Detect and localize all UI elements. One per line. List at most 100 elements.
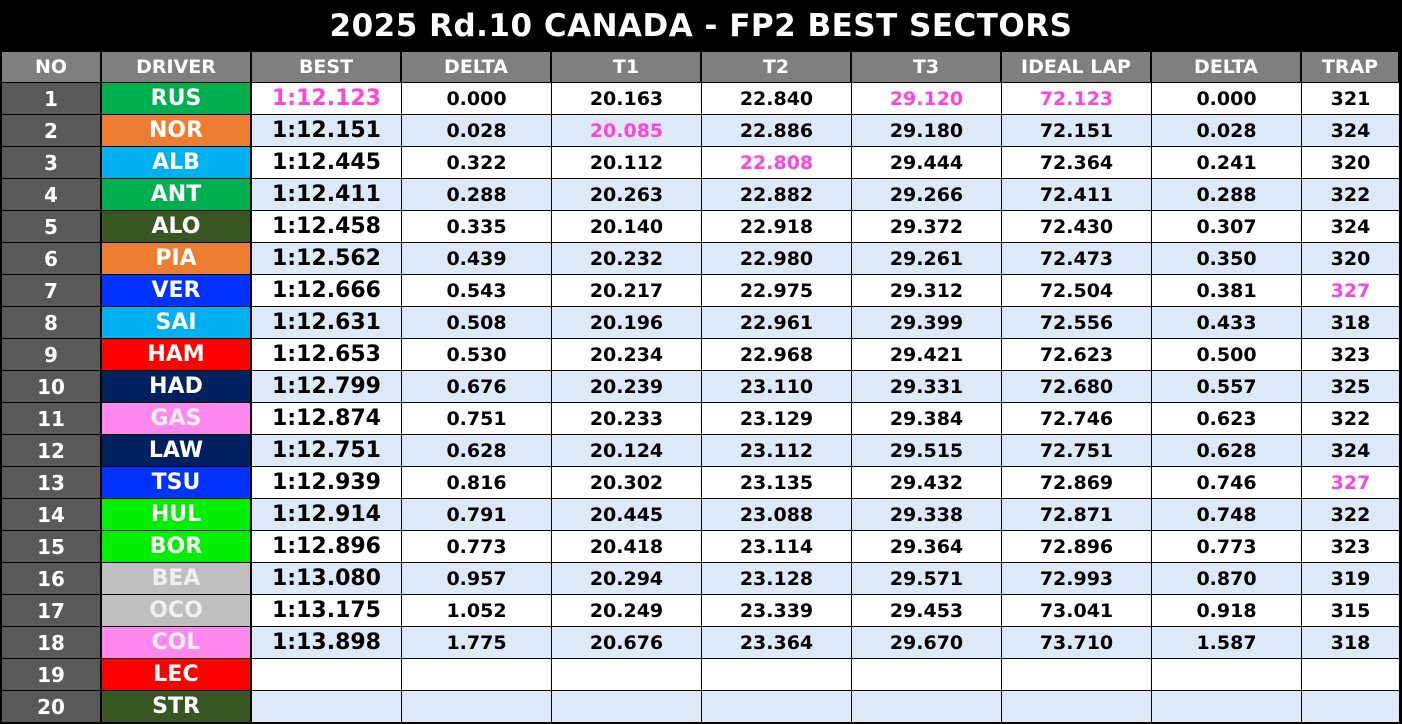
t3-cell: 29.266 bbox=[852, 179, 1002, 211]
delta-cell: 0.530 bbox=[402, 339, 552, 371]
t3-cell bbox=[852, 691, 1002, 723]
trap-cell bbox=[1302, 691, 1400, 723]
t3-cell: 29.120 bbox=[852, 83, 1002, 115]
driver-badge: ALB bbox=[102, 147, 252, 179]
trap-cell: 324 bbox=[1302, 435, 1400, 467]
row-number: 20 bbox=[2, 691, 102, 723]
row-number: 14 bbox=[2, 499, 102, 531]
t1-cell: 20.124 bbox=[552, 435, 702, 467]
driver-badge: ALO bbox=[102, 211, 252, 243]
t2-cell: 23.112 bbox=[702, 435, 852, 467]
row-number: 12 bbox=[2, 435, 102, 467]
ideal-lap-cell bbox=[1002, 691, 1152, 723]
trap-cell: 327 bbox=[1302, 467, 1400, 499]
ideal-delta-cell: 0.748 bbox=[1152, 499, 1302, 531]
trap-cell: 321 bbox=[1302, 83, 1400, 115]
ideal-delta-cell: 0.288 bbox=[1152, 179, 1302, 211]
t3-cell: 29.384 bbox=[852, 403, 1002, 435]
delta-cell: 0.322 bbox=[402, 147, 552, 179]
ideal-lap-cell: 72.869 bbox=[1002, 467, 1152, 499]
delta-cell: 0.791 bbox=[402, 499, 552, 531]
best-cell: 1:12.562 bbox=[252, 243, 402, 275]
ideal-lap-cell: 72.871 bbox=[1002, 499, 1152, 531]
best-cell bbox=[252, 659, 402, 691]
t1-cell: 20.140 bbox=[552, 211, 702, 243]
best-cell: 1:12.653 bbox=[252, 339, 402, 371]
row-number: 19 bbox=[2, 659, 102, 691]
trap-cell: 323 bbox=[1302, 531, 1400, 563]
trap-cell: 322 bbox=[1302, 179, 1400, 211]
ideal-delta-cell: 0.350 bbox=[1152, 243, 1302, 275]
column-header-driver: DRIVER bbox=[102, 52, 252, 82]
ideal-delta-cell: 0.381 bbox=[1152, 275, 1302, 307]
ideal-delta-cell: 0.500 bbox=[1152, 339, 1302, 371]
ideal-lap-cell: 72.623 bbox=[1002, 339, 1152, 371]
driver-badge: PIA bbox=[102, 243, 252, 275]
column-header-t3: T3 bbox=[852, 52, 1002, 82]
table-title: 2025 Rd.10 CANADA - FP2 BEST SECTORS bbox=[329, 8, 1073, 44]
t2-cell: 22.886 bbox=[702, 115, 852, 147]
ideal-delta-cell: 0.746 bbox=[1152, 467, 1302, 499]
t2-cell: 23.339 bbox=[702, 595, 852, 627]
row-number: 10 bbox=[2, 371, 102, 403]
column-header-ideal-lap: IDEAL LAP bbox=[1002, 52, 1152, 82]
best-cell: 1:12.411 bbox=[252, 179, 402, 211]
trap-cell: 318 bbox=[1302, 627, 1400, 659]
t3-cell: 29.453 bbox=[852, 595, 1002, 627]
t3-cell: 29.444 bbox=[852, 147, 1002, 179]
t3-cell bbox=[852, 659, 1002, 691]
t1-cell: 20.233 bbox=[552, 403, 702, 435]
best-cell: 1:13.175 bbox=[252, 595, 402, 627]
ideal-lap-cell: 72.993 bbox=[1002, 563, 1152, 595]
row-number: 2 bbox=[2, 115, 102, 147]
best-cell: 1:12.939 bbox=[252, 467, 402, 499]
ideal-delta-cell bbox=[1152, 691, 1302, 723]
delta-cell: 1.052 bbox=[402, 595, 552, 627]
ideal-lap-cell bbox=[1002, 659, 1152, 691]
t3-cell: 29.180 bbox=[852, 115, 1002, 147]
column-header-t1: T1 bbox=[552, 52, 702, 82]
delta-cell: 0.000 bbox=[402, 83, 552, 115]
ideal-lap-cell: 72.473 bbox=[1002, 243, 1152, 275]
driver-badge: STR bbox=[102, 691, 252, 723]
driver-badge: NOR bbox=[102, 115, 252, 147]
t1-cell: 20.676 bbox=[552, 627, 702, 659]
best-cell: 1:12.914 bbox=[252, 499, 402, 531]
trap-cell: 315 bbox=[1302, 595, 1400, 627]
best-cell: 1:12.896 bbox=[252, 531, 402, 563]
row-number: 9 bbox=[2, 339, 102, 371]
t1-cell: 20.217 bbox=[552, 275, 702, 307]
t2-cell: 23.129 bbox=[702, 403, 852, 435]
row-number: 3 bbox=[2, 147, 102, 179]
driver-badge: HAD bbox=[102, 371, 252, 403]
row-number: 4 bbox=[2, 179, 102, 211]
best-cell: 1:13.080 bbox=[252, 563, 402, 595]
driver-badge: RUS bbox=[102, 83, 252, 115]
t2-cell: 22.975 bbox=[702, 275, 852, 307]
ideal-delta-cell: 0.557 bbox=[1152, 371, 1302, 403]
trap-cell bbox=[1302, 659, 1400, 691]
driver-badge: SAI bbox=[102, 307, 252, 339]
t3-cell: 29.670 bbox=[852, 627, 1002, 659]
delta-cell: 0.751 bbox=[402, 403, 552, 435]
ideal-lap-cell: 72.896 bbox=[1002, 531, 1152, 563]
t3-cell: 29.261 bbox=[852, 243, 1002, 275]
t2-cell bbox=[702, 659, 852, 691]
column-header-t2: T2 bbox=[702, 52, 852, 82]
t2-cell: 22.918 bbox=[702, 211, 852, 243]
ideal-delta-cell: 0.870 bbox=[1152, 563, 1302, 595]
best-cell: 1:12.151 bbox=[252, 115, 402, 147]
t2-cell: 22.882 bbox=[702, 179, 852, 211]
t1-cell: 20.232 bbox=[552, 243, 702, 275]
driver-badge: COL bbox=[102, 627, 252, 659]
t2-cell: 23.135 bbox=[702, 467, 852, 499]
t2-cell bbox=[702, 691, 852, 723]
t2-cell: 22.968 bbox=[702, 339, 852, 371]
driver-badge: HAM bbox=[102, 339, 252, 371]
delta-cell: 0.543 bbox=[402, 275, 552, 307]
row-number: 1 bbox=[2, 83, 102, 115]
best-cell: 1:12.874 bbox=[252, 403, 402, 435]
ideal-lap-cell: 72.123 bbox=[1002, 83, 1152, 115]
trap-cell: 320 bbox=[1302, 147, 1400, 179]
ideal-lap-cell: 72.751 bbox=[1002, 435, 1152, 467]
